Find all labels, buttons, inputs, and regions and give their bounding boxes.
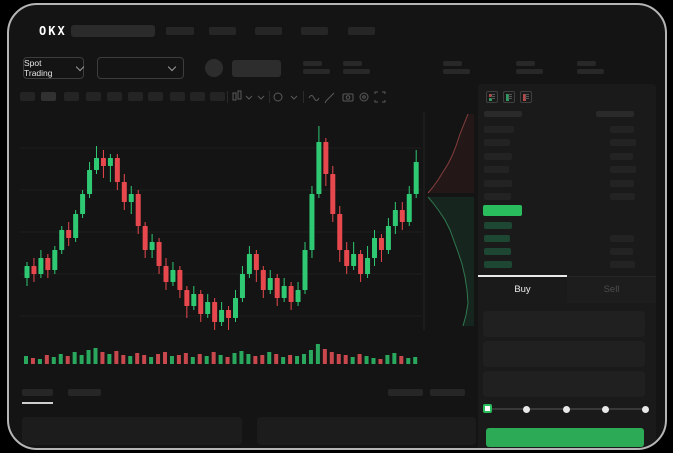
chart-tools-toolbar[interactable]	[227, 89, 387, 105]
orderbook-view-both-icon[interactable]	[486, 91, 498, 103]
slider-step-dot[interactable]	[602, 405, 609, 413]
orderbook-view-bids-icon[interactable]	[503, 91, 515, 103]
chevron-down-icon[interactable]	[257, 95, 265, 100]
history-panel-placeholder	[257, 417, 476, 445]
bid-row[interactable]	[478, 222, 656, 229]
market-type-label: Spot Trading	[24, 58, 53, 78]
chevron-down-icon	[167, 62, 177, 71]
ticker-stat-label	[443, 61, 462, 66]
ask-row[interactable]	[478, 179, 656, 187]
token-avatar	[205, 59, 223, 77]
tab-sell[interactable]: Sell	[603, 284, 620, 295]
timeframe-button[interactable]	[128, 92, 143, 101]
ticker-stat-label	[516, 61, 535, 66]
candlestick-chart[interactable]	[18, 106, 478, 368]
timeframe-button[interactable]	[107, 92, 122, 101]
nav-item-placeholder[interactable]	[348, 27, 375, 35]
pair-dropdown[interactable]	[97, 57, 184, 79]
ticker-stat-value	[343, 69, 370, 74]
bottom-action-placeholder[interactable]	[430, 389, 465, 396]
ticker-stat-value	[516, 69, 543, 74]
slider-step-dot[interactable]	[523, 405, 530, 413]
bottom-action-placeholder[interactable]	[388, 389, 423, 396]
total-input[interactable]	[483, 371, 645, 397]
buy-tab-indicator	[478, 275, 567, 277]
okx-logo: OKX	[39, 24, 67, 38]
tab-buy[interactable]: Buy	[514, 284, 531, 295]
ask-row[interactable]	[478, 193, 656, 200]
orderbook-header-price	[484, 111, 522, 117]
nav-item-placeholder[interactable]	[255, 27, 282, 35]
ticker-stat-label	[577, 61, 596, 66]
chevron-down-icon	[75, 62, 85, 71]
ticker-stat-label	[343, 61, 362, 66]
bottom-tab-active[interactable]	[22, 389, 53, 396]
bid-row[interactable]	[478, 261, 656, 268]
orderbook-header-amount	[596, 111, 634, 117]
pair-name-placeholder[interactable]	[232, 60, 281, 77]
buy-button[interactable]	[486, 428, 644, 447]
last-price-bar[interactable]	[483, 205, 522, 216]
timeframe-button[interactable]	[170, 92, 185, 101]
timeframe-button[interactable]	[190, 92, 205, 101]
bid-row[interactable]	[478, 248, 656, 255]
ticker-stat-value	[577, 69, 604, 74]
price-input[interactable]	[483, 311, 645, 337]
camera-icon[interactable]	[342, 93, 354, 102]
orders-panel-placeholder	[22, 417, 242, 445]
slider-step-dot[interactable]	[562, 405, 570, 413]
settings-gear-icon[interactable]	[359, 92, 369, 102]
ask-row[interactable]	[478, 139, 656, 147]
ask-row[interactable]	[478, 126, 656, 133]
depth-chart	[427, 113, 474, 327]
nav-item-placeholder[interactable]	[301, 27, 328, 35]
fullscreen-icon[interactable]	[374, 91, 386, 103]
nav-item-placeholder[interactable]	[209, 27, 236, 35]
line-chart-icon[interactable]	[308, 95, 320, 101]
active-tab-underline	[22, 402, 53, 404]
amount-input[interactable]	[483, 341, 645, 367]
ticker-stat-label	[303, 61, 322, 66]
candle-type-icon[interactable]	[232, 90, 253, 101]
timeframe-button[interactable]	[86, 92, 101, 101]
volume-bars-group	[24, 344, 418, 364]
ask-row[interactable]	[478, 152, 656, 160]
ticker-stat-value	[443, 69, 470, 74]
ask-row[interactable]	[478, 166, 656, 174]
orderbook-view-asks-icon[interactable]	[520, 91, 532, 103]
slider-step-dot[interactable]	[641, 405, 649, 413]
ticker-stat-value	[303, 69, 330, 74]
timeframe-button[interactable]	[148, 92, 163, 101]
bottom-tab[interactable]	[68, 389, 101, 396]
indicator-icon[interactable]	[273, 92, 298, 102]
market-type-dropdown[interactable]: Spot Trading	[23, 57, 85, 79]
draw-tool-icon[interactable]	[324, 92, 335, 104]
grid-lines	[20, 147, 422, 317]
candles-group	[24, 126, 419, 330]
bid-row[interactable]	[478, 235, 656, 242]
timeframe-button-active[interactable]	[41, 92, 56, 101]
app-window: OKX Spot Trading	[7, 3, 667, 450]
search-bar[interactable]	[71, 25, 155, 37]
tabbar-border	[478, 276, 656, 277]
timeframe-button[interactable]	[64, 92, 79, 101]
sell-tab-bg	[567, 277, 656, 303]
timeframe-button[interactable]	[210, 92, 225, 101]
nav-item-placeholder[interactable]	[166, 27, 194, 35]
slider-handle[interactable]	[482, 404, 492, 413]
timeframe-button[interactable]	[20, 92, 35, 101]
